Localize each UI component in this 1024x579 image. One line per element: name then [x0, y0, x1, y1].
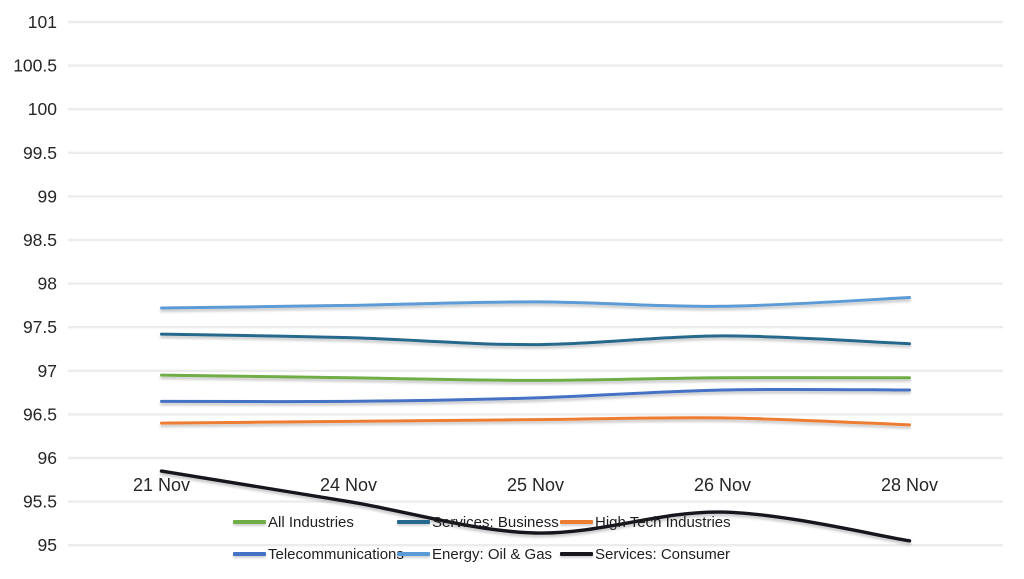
- x-axis-tick-label: 28 Nov: [881, 475, 938, 495]
- series-line-high-tech-industries: [160, 416, 911, 427]
- legend-line-services-business: [397, 520, 430, 524]
- legend-label: High Tech Industries: [595, 513, 731, 531]
- x-axis-tick-label: 25 Nov: [507, 475, 564, 495]
- legend-item-telecommunications[interactable]: Telecommunications: [233, 545, 404, 563]
- y-axis-tick-label: 97: [38, 361, 57, 381]
- legend-line-high-tech-industries: [560, 520, 593, 524]
- y-axis-tick-label: 101: [28, 12, 57, 32]
- y-axis-tick-label: 100: [28, 99, 57, 119]
- y-axis-labels: 101 100.5 100 99.5 99 98.5 98 97.5 97 96.5 96 95.5 9…: [13, 12, 57, 579]
- gridlines: [68, 20, 1003, 547]
- legend-item-energy-oil-gas[interactable]: Energy: Oil & Gas: [397, 545, 553, 563]
- series-line-all-industries: [160, 373, 911, 382]
- legend-item-services-consumer[interactable]: Services: Consumer: [560, 545, 731, 563]
- y-axis-tick-label: 99: [38, 186, 57, 206]
- y-axis-tick-label: 98: [38, 274, 57, 294]
- legend-item-high-tech-industries[interactable]: High Tech Industries: [560, 513, 731, 531]
- x-axis-tick-label: 26 Nov: [694, 475, 751, 495]
- series-line-services-business: [160, 332, 911, 347]
- series-line-energy-oil-gas: [160, 296, 911, 310]
- legend-label: Telecommunications: [268, 545, 404, 563]
- y-axis-tick-label: 96: [38, 448, 57, 468]
- legend-label: Services: Consumer: [595, 545, 731, 563]
- legend-line-services-consumer: [560, 552, 593, 556]
- legend-label: Services: Business: [432, 513, 559, 531]
- legend-line-all-industries: [233, 520, 266, 524]
- legend-item-all-industries[interactable]: All Industries: [233, 513, 354, 531]
- series-line-services-consumer: [159, 469, 912, 543]
- series-line-telecommunications: [160, 387, 911, 404]
- y-axis-tick-label: 98.5: [23, 230, 57, 250]
- x-axis-tick-label: 21 Nov: [133, 475, 190, 495]
- legend-item-services-business[interactable]: Services: Business: [397, 513, 559, 531]
- legend-line-telecommunications: [233, 552, 266, 556]
- x-axis-tick-label: 24 Nov: [320, 475, 377, 495]
- legend-line-energy-oil-gas: [397, 552, 430, 556]
- legend-label: All Industries: [268, 513, 354, 531]
- legend-label: Energy: Oil & Gas: [432, 545, 553, 563]
- y-axis-tick-label: 99.5: [23, 143, 57, 163]
- y-axis-tick-label: 97.5: [23, 317, 57, 337]
- y-axis-tick-label: 95.5: [23, 492, 57, 512]
- x-axis-labels: 21 Nov 24 Nov 25 Nov 26 Nov 28 Nov: [133, 475, 938, 495]
- y-axis-tick-label: 95: [38, 535, 57, 555]
- y-axis-tick-label: 96.5: [23, 404, 57, 424]
- y-axis-tick-label: 100.5: [13, 56, 57, 76]
- series-lines: [159, 296, 912, 543]
